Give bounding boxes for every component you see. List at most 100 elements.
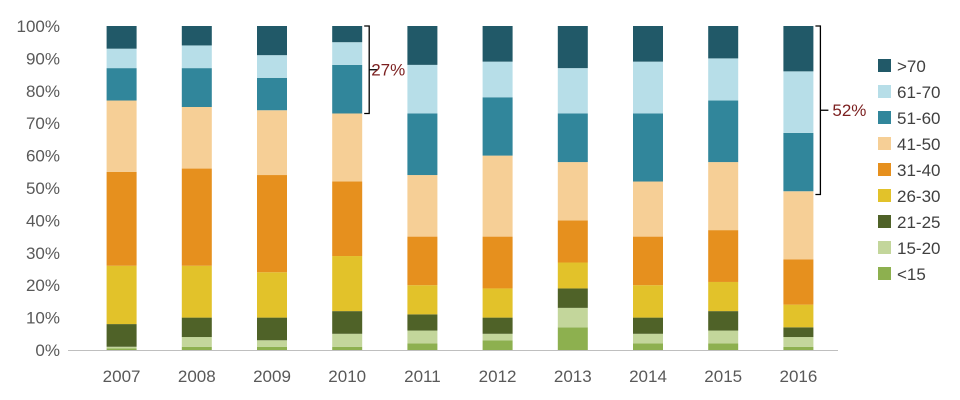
bar-segment [257, 55, 287, 78]
bar-segment [257, 340, 287, 347]
annotation-label: 52% [832, 101, 866, 120]
legend-label: 41-50 [897, 135, 940, 154]
y-tick-label: 60% [26, 147, 60, 166]
legend-swatch [878, 111, 891, 124]
x-tick-label: 2016 [779, 367, 817, 386]
bar-segment [332, 64, 363, 114]
bar-segment [783, 337, 814, 347]
bar-segment [557, 68, 588, 114]
bar-segment [332, 26, 363, 43]
legend: >70 61-70 51-60 41-50 31-40 26-30 21-25 15-20 <1… [878, 57, 940, 284]
legend-swatch [878, 85, 891, 98]
bar-segment [181, 107, 212, 169]
legend-swatch [878, 163, 891, 176]
bar-segment [407, 236, 438, 286]
y-tick-label: 50% [26, 179, 60, 198]
bar-segment [181, 337, 212, 347]
bar-segment [482, 317, 513, 334]
bar-segment [557, 220, 588, 263]
y-tick-label: 30% [26, 244, 60, 263]
bar-segment [106, 48, 137, 69]
bar-segment [407, 285, 438, 315]
bar-segment [633, 61, 663, 114]
bar-segment [257, 272, 287, 318]
bar-segment [332, 311, 363, 334]
bar-segment [482, 155, 513, 237]
bar-segment [633, 181, 663, 237]
y-axis: 0% 10% 20% 30% 40% 50% 60% 70% 80% 90% 100% [17, 17, 60, 360]
bar-segment [783, 327, 814, 338]
bar-segment [106, 324, 137, 347]
bar-segment [181, 168, 212, 266]
bar-segment [783, 346, 814, 350]
y-tick-label: 40% [26, 211, 60, 230]
bar-segment [407, 314, 438, 331]
legend-swatch [878, 189, 891, 202]
legend-swatch [878, 267, 891, 280]
y-tick-label: 0% [35, 341, 60, 360]
bar-segment [482, 340, 513, 350]
bar-segment [557, 262, 588, 289]
annotations: 27% 52% [364, 25, 866, 196]
x-tick-label: 2011 [404, 367, 441, 386]
bar-segment [332, 256, 363, 312]
bar-segment [407, 26, 438, 65]
bar-segment [633, 236, 663, 286]
bar-segment [557, 162, 588, 221]
bar-segment [257, 77, 287, 111]
bar-segment [557, 327, 588, 350]
legend-label: 26-30 [897, 187, 940, 206]
bar-segment [633, 317, 663, 334]
bar-segment [257, 110, 287, 176]
bar-segment [181, 346, 212, 350]
bar-segment [407, 330, 438, 344]
bar-segment [332, 113, 363, 182]
bar-segment [106, 265, 137, 325]
bar-segment [557, 307, 588, 328]
x-tick-label: 2012 [479, 367, 517, 386]
legend-label: 21-25 [897, 213, 940, 232]
bar-segment [407, 343, 438, 350]
bar-segment [633, 343, 663, 350]
bar-segment [783, 26, 814, 72]
bar-segment [708, 58, 739, 101]
bar-segment [407, 113, 438, 176]
bar-segment [106, 348, 137, 350]
bar-segment [708, 311, 739, 331]
bar-segment [257, 346, 287, 350]
bar-segment [708, 100, 739, 163]
legend-swatch [878, 241, 891, 254]
bar-segment [783, 132, 814, 192]
bar-segment [407, 175, 438, 237]
bar-segment [482, 288, 513, 318]
bar-segment [181, 265, 212, 318]
legend-swatch [878, 137, 891, 150]
bar-segment [257, 317, 287, 341]
y-tick-label: 70% [26, 114, 60, 133]
bar-segment [181, 45, 212, 69]
bar-segment [482, 26, 513, 62]
bar-segment [708, 330, 739, 344]
legend-label: 61-70 [897, 83, 940, 102]
bar-segment [257, 26, 287, 56]
x-tick-label: 2009 [253, 367, 291, 386]
bar-segment [332, 42, 363, 65]
annotation-label: 27% [371, 61, 405, 80]
bar-segment [708, 281, 739, 312]
x-tick-label: 2015 [704, 367, 742, 386]
legend-swatch [878, 59, 891, 72]
bar-segment [106, 100, 137, 172]
bar-segment [332, 333, 363, 347]
bar-segment [181, 26, 212, 46]
bar-segment [482, 61, 513, 98]
bar-segment [181, 317, 212, 338]
bar-segment [482, 333, 513, 341]
annotation-bracket [815, 25, 822, 196]
bar-segment [407, 64, 438, 114]
x-tick-label: 2008 [178, 367, 216, 386]
bar-segment [106, 346, 137, 349]
bar-segment [106, 26, 137, 49]
bar-segment [482, 97, 513, 156]
x-tick-label: 2007 [103, 367, 141, 386]
bars [106, 26, 814, 350]
